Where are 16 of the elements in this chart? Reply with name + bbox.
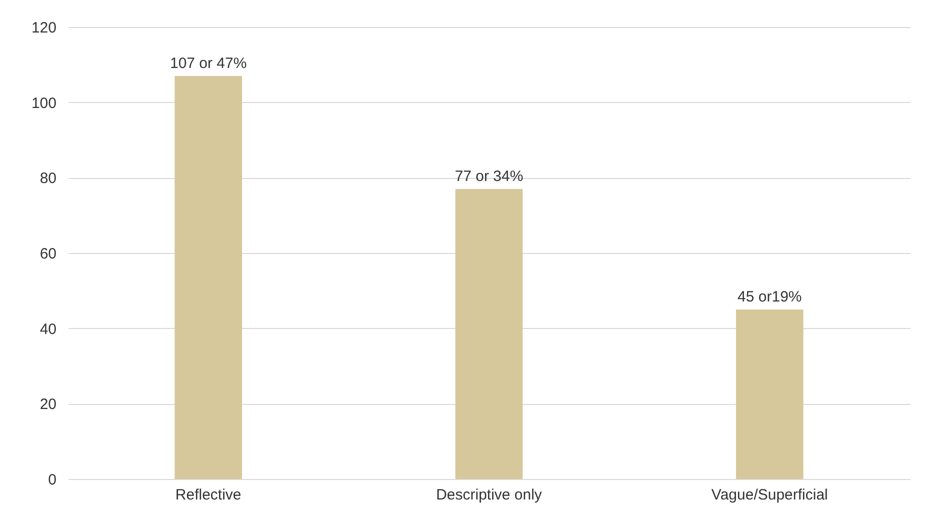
data-label: 45 or19%	[738, 288, 802, 306]
x-tick-label: Descriptive only	[436, 486, 542, 504]
bar	[736, 310, 804, 479]
y-tick-label: 20	[40, 396, 56, 414]
x-tick-label: Vague/Superficial	[711, 486, 828, 504]
data-label: 107 or 47%	[170, 54, 247, 72]
data-label: 77 or 34%	[454, 168, 524, 185]
bar	[455, 188, 523, 479]
y-tick-label: 120	[31, 20, 56, 36]
y-tick-label: 0	[48, 472, 56, 488]
y-tick-label: 60	[40, 246, 56, 262]
y-tick-label: 100	[31, 94, 56, 112]
y-tick-label: 80	[40, 170, 56, 188]
bar	[174, 76, 242, 479]
x-tick-label: Reflective	[175, 486, 242, 504]
y-tick-label: 40	[40, 320, 56, 338]
